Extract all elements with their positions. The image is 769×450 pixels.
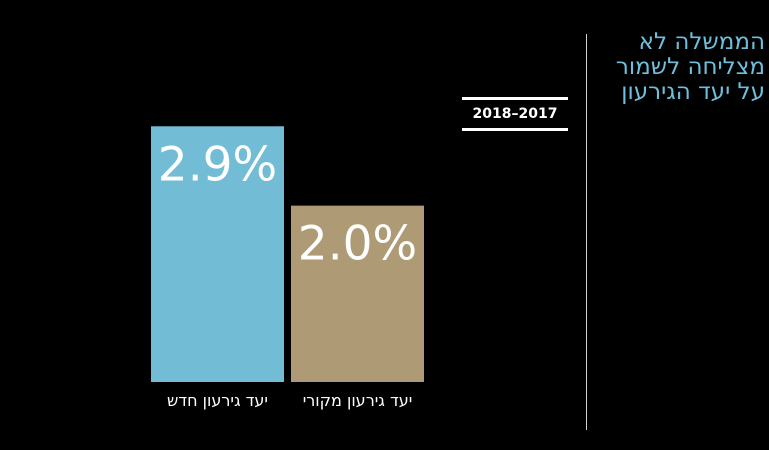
headline-line-3: על יעד הגירעון (621, 79, 765, 105)
headline-line-1: הממשלה לא (638, 29, 765, 55)
headline: הממשלה לא מצליחה לשמור על יעד הגירעון (595, 30, 765, 105)
divider-line (586, 34, 587, 430)
bar-2 (291, 205, 424, 382)
category-label-2: יעד גירעון מקורי (303, 391, 413, 410)
period-label: 2018–2017 (462, 97, 568, 131)
headline-line-2: מצליחה לשמור (615, 54, 765, 80)
data-label-2: 2.0% (298, 217, 417, 272)
bar-1 (151, 126, 284, 382)
data-label-1: 2.9% (158, 137, 277, 192)
category-label-1: יעד גירעון חדש (167, 391, 268, 410)
